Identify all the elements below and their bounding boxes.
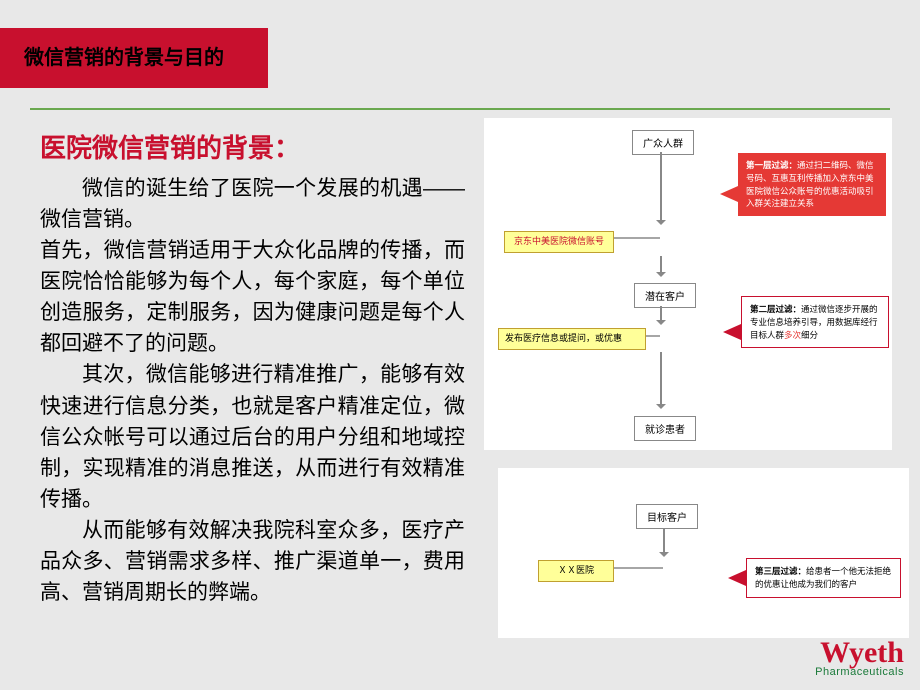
logo-sub: Pharmaceuticals	[815, 666, 904, 678]
callout-filter-2: 第二层过滤：通过微信逐步开展的专业信息培养引导，用数据库经行目标人群多次细分	[741, 296, 889, 348]
callout-2-emphasis: 多次	[784, 330, 801, 340]
node-target-customer: 目标客户	[636, 504, 698, 529]
callout-filter-3: 第三层过滤：给患者一个他无法拒绝的优惠让他成为我们的客户	[746, 558, 901, 598]
arrow-3	[660, 306, 662, 324]
node-wechat-account: 京东中美医院微信账号	[504, 231, 614, 253]
paragraph-4: 从而能够有效解决我院科室众多，医疗产品众多、营销需求多样、推广渠道单一，费用高、…	[40, 515, 465, 608]
arrow-1	[660, 152, 662, 224]
callout-2-tail	[723, 324, 741, 340]
content-text-block: 医院微信营销的背景： 微信的诞生给了医院一个发展的机遇——微信营销。 首先，微信…	[40, 128, 465, 608]
node-patient: 就诊患者	[634, 416, 696, 441]
title-bar: 微信营销的背景与目的	[0, 28, 268, 88]
logo: Wyeth Pharmaceuticals	[815, 639, 904, 678]
node-audience: 广众人群	[632, 130, 694, 155]
title-text: 微信营销的背景与目的	[24, 45, 224, 71]
callout-2-title: 第二层过滤：	[750, 304, 801, 314]
paragraph-3: 其次，微信能够进行精准推广，能够有效快速进行信息分类，也就是客户精准定位，微信公…	[40, 359, 465, 514]
callout-1-title: 第一层过滤：	[746, 160, 797, 170]
paragraph-2: 首先，微信营销适用于大众化品牌的传播，而医院恰恰能够为每个人，每个家庭，每个单位…	[40, 235, 465, 359]
section-heading: 医院微信营销的背景：	[40, 128, 465, 165]
arrow-2	[660, 256, 662, 276]
node-hospital: ＸＸ医院	[538, 560, 614, 582]
callout-3-tail	[728, 570, 746, 586]
arrow-4	[660, 352, 662, 408]
callout-1-tail	[720, 186, 738, 202]
callout-2-tail-text: 细分	[801, 330, 818, 340]
callout-filter-1: 第一层过滤：通过扫二维码、微信号码、互惠互利传播加入京东中美医院微信公众账号的优…	[738, 153, 886, 216]
diagram-bottom: 目标客户 ＸＸ医院 第三层过滤：给患者一个他无法拒绝的优惠让他成为我们的客户	[498, 468, 909, 638]
arrow-b1	[663, 528, 665, 556]
callout-3-title: 第三层过滤：	[755, 566, 806, 576]
node-publish: 发布医疗信息或提问，或优惠	[498, 328, 646, 350]
logo-main: Wyeth	[815, 639, 904, 666]
diagram-top: 广众人群 京东中美医院微信账号 第一层过滤：通过扫二维码、微信号码、互惠互利传播…	[484, 118, 892, 450]
divider-line	[30, 108, 890, 110]
node-potential: 潜在客户	[634, 283, 696, 308]
paragraph-1: 微信的诞生给了医院一个发展的机遇——微信营销。	[40, 173, 465, 235]
